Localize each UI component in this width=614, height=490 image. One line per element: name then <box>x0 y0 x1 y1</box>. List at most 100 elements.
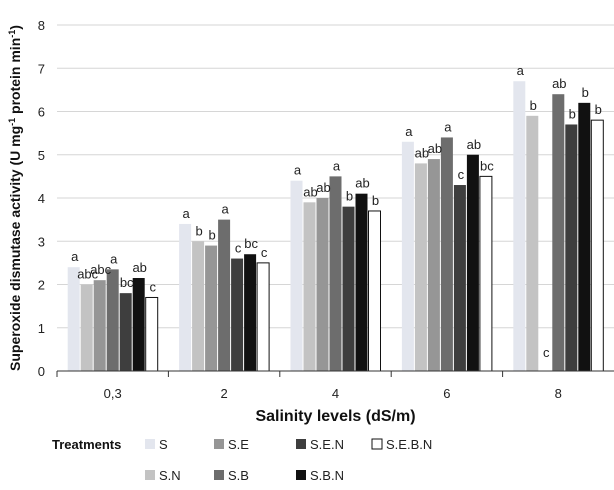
significance-label: b <box>530 98 537 113</box>
significance-label: a <box>221 202 229 217</box>
bar-s-2 <box>290 180 303 371</box>
x-tick-label: 0,3 <box>104 386 122 401</box>
bars <box>67 81 604 372</box>
significance-label: a <box>444 119 452 134</box>
significance-label: b <box>346 189 353 204</box>
bar-sebn-3 <box>479 175 493 372</box>
bar-sn-3 <box>414 163 427 371</box>
legend-swatch <box>296 470 306 480</box>
y-tick-label: 4 <box>38 191 45 206</box>
significance-label: ab <box>428 141 442 156</box>
legend-label: S <box>159 437 168 452</box>
significance-label: abc <box>90 262 111 277</box>
bar-se-1 <box>205 245 218 371</box>
legend-label: S.B <box>228 468 249 483</box>
significance-label: ab <box>316 180 330 195</box>
bar-sbn-0 <box>132 278 145 371</box>
significance-label: a <box>182 206 190 221</box>
significance-label: ab <box>132 260 146 275</box>
significance-label: b <box>569 106 576 121</box>
significance-label: bc <box>480 158 494 173</box>
bar-sebn-1 <box>256 262 270 372</box>
x-tick-label: 4 <box>332 386 339 401</box>
bar-sb-4 <box>552 94 565 371</box>
bar-sn-0 <box>80 284 93 371</box>
legend-title: Treatments <box>52 437 121 452</box>
bar-sebn-4 <box>590 119 604 372</box>
significance-label: a <box>517 63 525 78</box>
significance-label: c <box>261 245 268 260</box>
y-tick-label: 2 <box>38 278 45 293</box>
significance-label: b <box>208 228 215 243</box>
significance-label: ab <box>303 184 317 199</box>
significance-label: a <box>71 249 79 264</box>
bar-sbn-3 <box>466 154 479 371</box>
significance-label: c <box>543 345 550 360</box>
significance-label: ab <box>467 137 481 152</box>
bar-sen-3 <box>453 185 466 371</box>
bar-sbn-2 <box>355 193 368 371</box>
bar-sb-2 <box>329 176 342 371</box>
bar-sen-1 <box>231 258 244 371</box>
bar-sen-0 <box>119 293 132 371</box>
significance-label: ab <box>415 145 429 160</box>
bar-sn-4 <box>526 115 539 371</box>
x-tick-label: 6 <box>443 386 450 401</box>
significance-label: c <box>458 167 465 182</box>
legend-label: S.N <box>159 468 181 483</box>
significance-label: bc <box>120 275 134 290</box>
legend-swatch <box>296 439 306 449</box>
y-tick-label: 5 <box>38 148 45 163</box>
y-tick-label: 8 <box>38 18 45 33</box>
bar-se-3 <box>427 159 440 371</box>
legend-swatch <box>214 439 224 449</box>
bar-s-4 <box>513 81 526 371</box>
bar-sn-1 <box>192 241 205 371</box>
x-tick-label: 8 <box>555 386 562 401</box>
significance-label: b <box>595 102 602 117</box>
bar-sen-2 <box>342 206 355 371</box>
significance-label: b <box>195 223 202 238</box>
legend-swatch <box>145 470 155 480</box>
bar-sb-3 <box>440 137 453 371</box>
y-tick-label: 7 <box>38 61 45 76</box>
bar-s-3 <box>401 141 414 371</box>
significance-label: ab <box>355 176 369 191</box>
bar-sen-4 <box>565 124 578 371</box>
significance-label: ab <box>552 76 566 91</box>
bar-se-2 <box>316 198 329 371</box>
y-tick-label: 3 <box>38 234 45 249</box>
y-tick-label: 6 <box>38 105 45 120</box>
y-axis-ticks: 0 1 2 3 4 5 6 7 8 <box>38 18 45 379</box>
x-axis-ticks: 0,3 2 4 6 8 <box>56 371 562 401</box>
bar-s-1 <box>179 223 192 371</box>
significance-label: abc <box>77 267 98 282</box>
significance-label: c <box>235 241 242 256</box>
legend-swatch <box>145 439 155 449</box>
legend-label: S.E <box>228 437 249 452</box>
significance-label: a <box>294 163 302 178</box>
significance-label: a <box>110 251 118 266</box>
legend-label: S.E.N <box>310 437 344 452</box>
significance-label: b <box>582 85 589 100</box>
y-tick-label: 1 <box>38 321 45 336</box>
bar-sebn-0 <box>145 296 159 372</box>
bar-sbn-4 <box>578 102 591 371</box>
bar-se-0 <box>93 280 106 371</box>
significance-label: c <box>149 279 156 294</box>
bar-sbn-1 <box>244 254 257 371</box>
x-axis-title: Salinity levels (dS/m) <box>255 408 415 425</box>
legend-label: S.E.B.N <box>386 437 432 452</box>
bar-sb-1 <box>218 219 231 371</box>
significance-label: bc <box>244 236 258 251</box>
y-tick-label: 0 <box>38 364 45 379</box>
significance-label: b <box>372 193 379 208</box>
bar-sb-0 <box>106 269 119 371</box>
legend: S S.E S.E.N S.E.B.N S.N S.B S.B.N <box>145 437 432 483</box>
x-tick-label: 2 <box>220 386 227 401</box>
legend-swatch <box>371 438 383 450</box>
legend-swatch <box>214 470 224 480</box>
bar-s-0 <box>67 267 80 371</box>
